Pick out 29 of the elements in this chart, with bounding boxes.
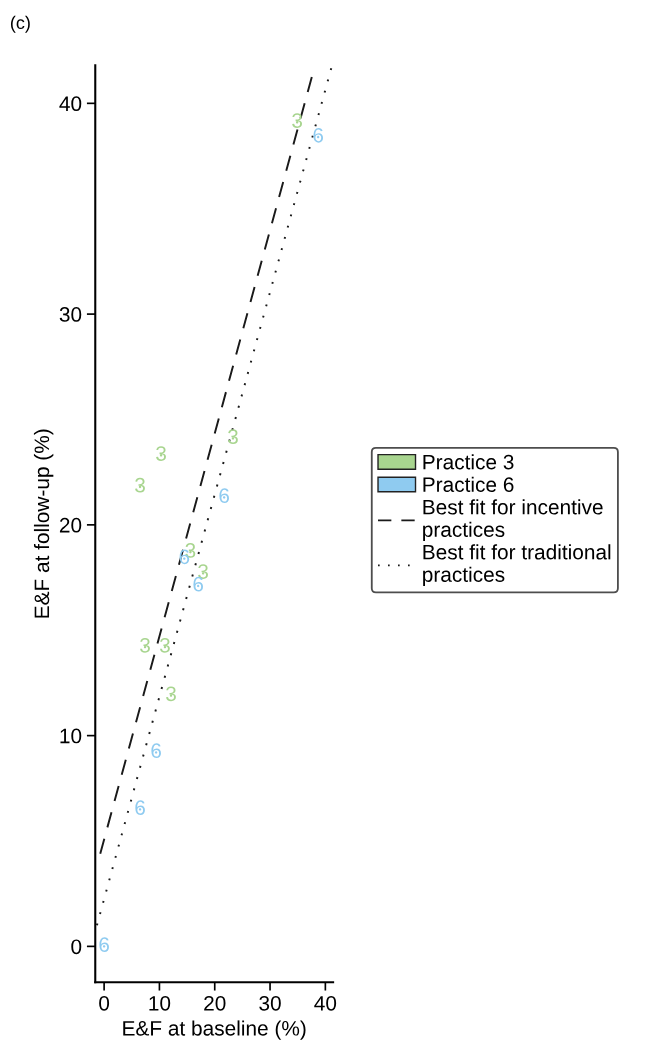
y-tick-label: 40 (59, 96, 82, 112)
x-tick-label: 0 (99, 995, 110, 1011)
annotation: 6 (219, 488, 230, 504)
x-tick-label: 40 (314, 995, 337, 1011)
x-tick-label: 30 (259, 995, 281, 1011)
annotation: 3 (159, 637, 170, 653)
y-tick-label: 20 (59, 517, 82, 533)
annotation: 6 (135, 800, 145, 815)
x-tick-label: 20 (204, 995, 226, 1011)
annotation: 3 (140, 637, 150, 653)
annotation: 3 (166, 686, 176, 702)
annotation: 3 (156, 446, 166, 461)
annotation: 6 (151, 743, 161, 759)
annotation: 3 (227, 429, 238, 445)
legend-label: Practice 6 (423, 476, 514, 492)
chart-title: (c) (10, 15, 30, 33)
y-tick-label: 0 (71, 939, 82, 955)
y-tick-label: 30 (59, 307, 82, 322)
legend-label: Practice 3 (423, 454, 514, 470)
x-axis-title: E&F at baseline (%) (123, 1020, 306, 1040)
x-tick-label: 10 (149, 995, 171, 1011)
y-tick-label: 10 (60, 728, 82, 744)
y-axis-title: E&F at follow-up (%) (33, 429, 54, 618)
annotation: 6 (99, 937, 109, 952)
annotation: 6 (313, 127, 324, 143)
legend-label: Best fit for incentive practices (423, 499, 603, 542)
annotation: 3 (292, 113, 303, 128)
annotation: 3 (135, 477, 145, 493)
legend-label: Best fit for traditional practices (423, 544, 611, 587)
